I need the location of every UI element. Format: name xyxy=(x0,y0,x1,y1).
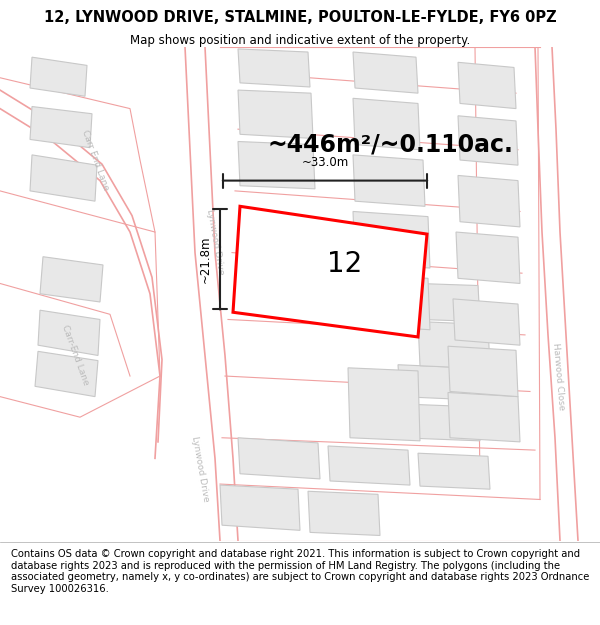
Text: ~33.0m: ~33.0m xyxy=(301,156,349,169)
Text: Lynwood Drive: Lynwood Drive xyxy=(205,209,225,276)
Polygon shape xyxy=(30,106,92,148)
Polygon shape xyxy=(348,273,430,330)
Text: Carr-End Lane: Carr-End Lane xyxy=(60,324,90,387)
Text: Contains OS data © Crown copyright and database right 2021. This information is : Contains OS data © Crown copyright and d… xyxy=(11,549,589,594)
Polygon shape xyxy=(353,98,420,150)
Text: 12: 12 xyxy=(327,250,362,278)
Polygon shape xyxy=(238,90,313,138)
Polygon shape xyxy=(40,257,103,302)
Text: 12, LYNWOOD DRIVE, STALMINE, POULTON-LE-FYLDE, FY6 0PZ: 12, LYNWOOD DRIVE, STALMINE, POULTON-LE-… xyxy=(44,10,556,25)
Polygon shape xyxy=(353,52,418,93)
Polygon shape xyxy=(448,392,520,442)
Polygon shape xyxy=(238,438,320,479)
Text: Harwood Close: Harwood Close xyxy=(551,342,565,410)
Polygon shape xyxy=(185,47,238,541)
Text: Carr End Lane: Carr End Lane xyxy=(80,129,110,192)
Polygon shape xyxy=(418,284,480,321)
Polygon shape xyxy=(458,62,516,109)
Polygon shape xyxy=(453,299,520,345)
Polygon shape xyxy=(308,491,380,536)
Polygon shape xyxy=(456,232,520,284)
Polygon shape xyxy=(398,365,470,400)
Polygon shape xyxy=(30,57,87,96)
Polygon shape xyxy=(458,176,520,227)
Polygon shape xyxy=(233,206,427,337)
Polygon shape xyxy=(353,155,425,206)
Text: ~446m²/~0.110ac.: ~446m²/~0.110ac. xyxy=(268,132,514,157)
Polygon shape xyxy=(0,90,162,458)
Text: ~21.8m: ~21.8m xyxy=(199,236,212,283)
Polygon shape xyxy=(35,351,98,397)
Polygon shape xyxy=(535,47,578,541)
Polygon shape xyxy=(328,446,410,485)
Text: Map shows position and indicative extent of the property.: Map shows position and indicative extent… xyxy=(130,34,470,47)
Polygon shape xyxy=(348,368,420,441)
Polygon shape xyxy=(418,321,490,369)
Text: Lynwood Drive: Lynwood Drive xyxy=(190,435,210,502)
Polygon shape xyxy=(220,485,300,531)
Polygon shape xyxy=(30,155,97,201)
Polygon shape xyxy=(398,404,480,441)
Polygon shape xyxy=(448,346,518,397)
Polygon shape xyxy=(418,453,490,489)
Polygon shape xyxy=(238,141,315,189)
Polygon shape xyxy=(38,310,100,356)
Polygon shape xyxy=(238,49,310,87)
Polygon shape xyxy=(353,211,430,268)
Polygon shape xyxy=(458,116,518,165)
